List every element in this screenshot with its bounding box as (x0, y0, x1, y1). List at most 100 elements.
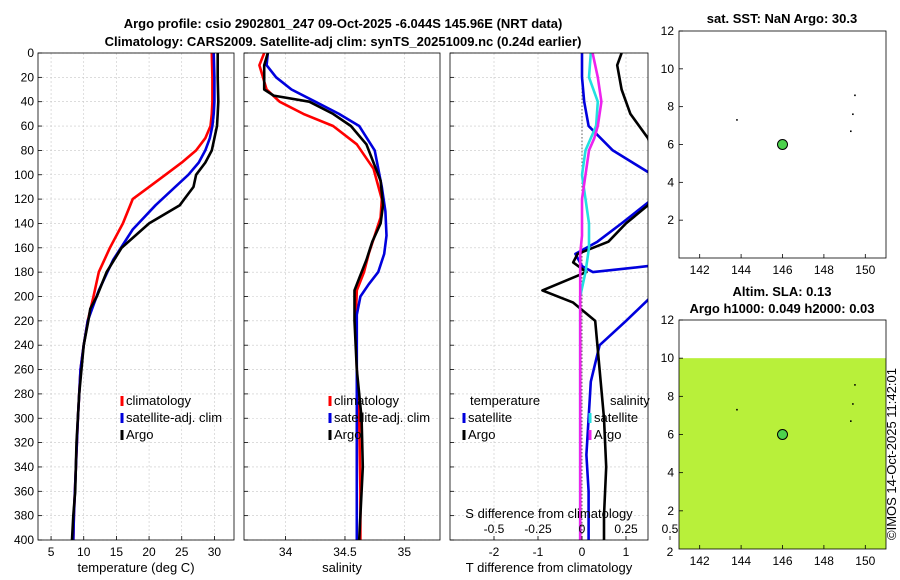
difference-s-tick-label: -0.25 (524, 522, 552, 536)
salinity-tick-label: 35 (398, 545, 412, 559)
depth-tick-label: 220 (14, 314, 34, 328)
sst-map-ytick-label: 8 (667, 100, 674, 114)
sst-map-ytick-label: 6 (667, 138, 674, 152)
temperature-legend-label: satellite-adj. clim (126, 410, 222, 425)
temperature-tick-label: 15 (110, 545, 124, 559)
sst-map-profile-dot (736, 119, 738, 121)
difference-tick-label: 0 (579, 545, 586, 559)
sla-map-float-marker (777, 429, 788, 440)
salinity-tick-label: 34 (279, 545, 293, 559)
difference-s-tick-label: -0.5 (484, 522, 505, 536)
difference-tick-label: 2 (667, 545, 674, 559)
salinity-legend-label: satellite-adj. clim (334, 410, 430, 425)
sla-map-ytick-label: 8 (667, 389, 674, 403)
figure-title-line1: Argo profile: csio 2902801_247 09-Oct-20… (124, 16, 563, 31)
salinity-line-argo (262, 53, 385, 540)
sst-map-ytick-label: 2 (667, 213, 674, 227)
temperature-tick-label: 30 (208, 545, 222, 559)
temperature-tick-label: 20 (142, 545, 156, 559)
salinity-legend-label: climatology (334, 393, 400, 408)
difference-xlabel: T difference from climatology (466, 560, 633, 575)
sla-map-ytick-label: 10 (661, 351, 675, 365)
difference-salinity-legend-label: satellite (594, 410, 638, 425)
salinity-panel: 34 34.5 35 salinity climatology satellite-adj… (243, 52, 441, 575)
depth-tick-label: 180 (14, 265, 34, 279)
sst-map-xtick-label: 144 (731, 263, 751, 277)
difference-salinity-legend-label: Argo (594, 427, 621, 442)
sla-map-profile-dot (854, 384, 856, 386)
sst-map-xtick-label: 142 (690, 263, 710, 277)
imos-timestamp: ©IMOS 14-Oct-2025 11:42:01 (884, 368, 899, 540)
sla-map-ytick-label: 12 (661, 313, 675, 327)
salinity-xlabel: salinity (322, 560, 362, 575)
sst-map-ytick-label: 4 (667, 175, 674, 189)
sst-map-float-marker (777, 139, 788, 150)
sla-map-xtick-label: 146 (772, 554, 792, 568)
sst-map-ytick-label: 10 (661, 62, 675, 76)
depth-tick-label: 40 (21, 95, 35, 109)
temperature-panel: 0 20 40 60 80 100 120 140 160 180 200 220 240 260 280 3… (14, 46, 235, 575)
salinity-legend-label: Argo (334, 427, 361, 442)
sst-map-xtick-label: 146 (772, 263, 792, 277)
difference-s-tick-label: 0 (579, 522, 586, 536)
sla-map-xtick-label: 148 (814, 554, 834, 568)
depth-tick-label: 240 (14, 338, 34, 352)
depth-tick-label: 280 (14, 387, 34, 401)
depth-tick-label: 380 (14, 509, 34, 523)
temperature-tick-label: 5 (48, 545, 55, 559)
sla-map-ytick-label: 2 (667, 504, 674, 518)
sla-map-title-line1: Altim. SLA: 0.13 (733, 284, 832, 299)
depth-tick-label: 400 (14, 533, 34, 547)
salinity-tick-label: 34.5 (333, 545, 357, 559)
figure-title-line2: Climatology: CARS2009. Satellite-adj cli… (105, 34, 582, 49)
sla-map-xtick-label: 144 (731, 554, 751, 568)
depth-tick-label: 0 (27, 46, 34, 60)
temperature-legend-label: climatology (126, 393, 192, 408)
depth-tick-label: 80 (21, 143, 35, 157)
sla-map-profile-dot (736, 408, 738, 411)
difference-top-label: S difference from climatology (465, 506, 633, 521)
sla-map-profile-dot (852, 403, 854, 405)
depth-tick-label: 120 (14, 192, 34, 206)
sst-map-profile-dot (852, 113, 854, 116)
temperature-tick-label: 10 (77, 545, 91, 559)
depth-tick-label: 20 (21, 70, 35, 84)
sst-map-ytick-label: 12 (661, 24, 675, 38)
difference-s-tick-label: 0.5 (662, 522, 679, 536)
sla-map-xtick-label: 142 (690, 554, 710, 568)
difference-tick-label: -2 (489, 545, 500, 559)
depth-tick-label: 160 (14, 241, 34, 255)
difference-temperature-legend-label: satellite (468, 410, 512, 425)
depth-tick-label: 100 (14, 168, 34, 182)
sla-map-title-line2: Argo h1000: 0.049 h2000: 0.03 (690, 301, 875, 316)
sst-map-panel: 142 144 146 148 150 2 4 6 8 10 12 sat. SST: NaN Arg… (661, 11, 887, 277)
difference-legend-title-salinity: salinity (610, 393, 650, 408)
sst-map-profile-dot (850, 130, 852, 133)
depth-tick-label: 260 (14, 363, 34, 377)
sst-map-xtick-label: 150 (855, 263, 875, 277)
depth-tick-label: 200 (14, 290, 34, 304)
difference-tick-label: 1 (623, 545, 630, 559)
sla-map-xtick-label: 150 (855, 554, 875, 568)
difference-line-t-argo (541, 53, 648, 540)
depth-tick-label: 140 (14, 216, 34, 230)
temperature-tick-label: 25 (175, 545, 189, 559)
temperature-xlabel: temperature (deg C) (77, 560, 194, 575)
temperature-legend-label: Argo (126, 427, 153, 442)
depth-tick-label: 60 (21, 119, 35, 133)
sla-map-ytick-label: 6 (667, 428, 674, 442)
sla-map-profile-dot (850, 420, 852, 422)
salinity-line-satellite-adj-clim (265, 53, 388, 540)
depth-tick-label: 360 (14, 484, 34, 498)
difference-legend-title-temperature: temperature (470, 393, 540, 408)
sla-map-ytick-label: 4 (667, 466, 674, 480)
sst-map-title: sat. SST: NaN Argo: 30.3 (707, 11, 858, 26)
sla-map-panel: 142 144 146 148 150 2 4 6 8 10 12 Altim. SLA: 0.13 A… (661, 284, 887, 568)
sst-map-xtick-label: 148 (814, 263, 834, 277)
difference-temperature-legend-label: Argo (468, 427, 495, 442)
difference-line-s-argo (578, 53, 603, 540)
depth-tick-label: 300 (14, 411, 34, 425)
difference-s-tick-label: 0.25 (614, 522, 638, 536)
